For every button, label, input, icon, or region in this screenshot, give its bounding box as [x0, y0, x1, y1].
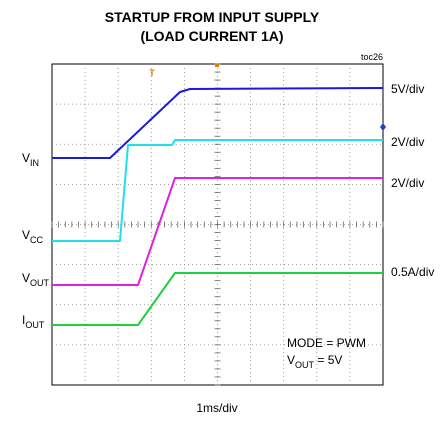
title-line: (LOAD CURRENT 1A)	[140, 28, 283, 44]
scale-label: 2V/div	[391, 135, 424, 149]
level-marker	[380, 123, 386, 131]
vout-note: VOUT = 5V	[287, 353, 342, 370]
trigger-position	[215, 64, 219, 67]
grid	[51, 63, 384, 386]
trace-label: IOUT	[22, 313, 45, 330]
scale-label: 0.5A/div	[391, 265, 434, 279]
scale-label: 2V/div	[391, 176, 424, 190]
trigger-marker: T	[149, 68, 155, 78]
trace-label: VCC	[22, 228, 44, 245]
mode-note: MODE = PWM	[287, 336, 366, 350]
iout-trace	[52, 272, 383, 326]
scale-label: 5V/div	[391, 82, 424, 96]
trace-label: VOUT	[22, 271, 50, 288]
vcc-trace	[52, 139, 383, 242]
vout-trace	[52, 177, 383, 286]
time-scale: 1ms/div	[196, 401, 237, 415]
trace-label: VIN	[22, 151, 39, 168]
trace-labels: VIN VCC VOUT IOUT	[22, 151, 50, 330]
title-line: STARTUP FROM INPUT SUPPLY	[105, 9, 320, 25]
vin-trace	[52, 87, 384, 159]
figure-id: toc26	[361, 52, 383, 62]
